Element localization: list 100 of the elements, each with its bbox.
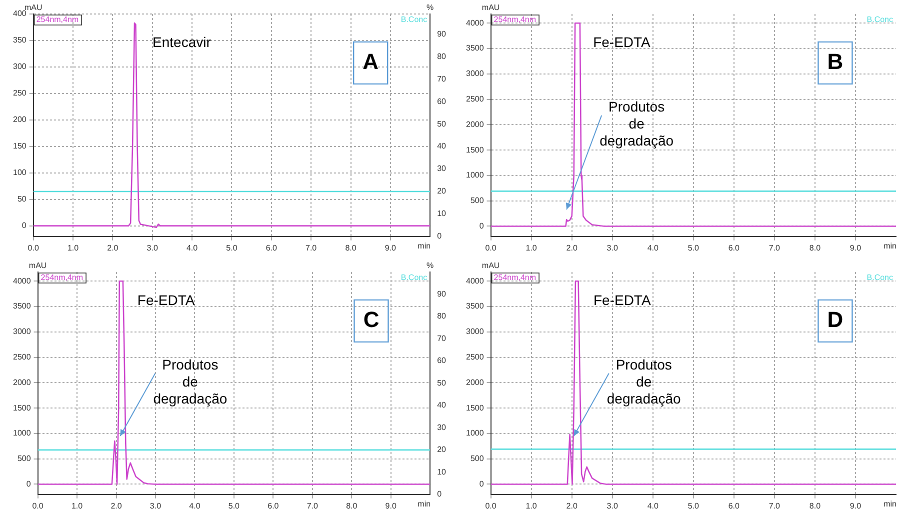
y-tick-label: 500 <box>470 196 484 206</box>
text: 254nm,4nm <box>36 15 79 24</box>
y-tick-label: 2000 <box>466 378 484 387</box>
y2-tick-label: 30 <box>437 164 447 174</box>
x-tick-label: 3.0 <box>606 243 618 252</box>
y2-tick-label: 0 <box>437 490 442 499</box>
x-axis-title: min <box>418 242 431 251</box>
x-tick-label: 4.0 <box>647 243 659 252</box>
x-tick-label: 6.0 <box>728 501 740 510</box>
x-tick-label: 1.0 <box>526 501 538 510</box>
x-tick-label: 8.0 <box>345 243 357 252</box>
y2-tick-label: 50 <box>437 119 447 128</box>
y-tick-label: 2500 <box>13 352 32 362</box>
x-tick-label: 3.0 <box>606 501 618 510</box>
y2-tick-label: 80 <box>437 312 447 321</box>
text: 254nm,4nm <box>494 273 536 282</box>
y-tick-label: 50 <box>17 194 27 204</box>
y-tick-label: 0 <box>479 479 484 488</box>
y-tick-label: 400 <box>12 9 27 18</box>
x-tick-label: 0.0 <box>485 501 497 510</box>
y-tick-label: 1500 <box>466 403 484 412</box>
text: B.Conc <box>400 15 428 24</box>
y-tick-label: 4000 <box>466 18 484 28</box>
x-tick-label: 2.0 <box>110 501 122 510</box>
x-tick-label: 2.0 <box>107 243 119 252</box>
y-tick-label: 1000 <box>466 170 484 180</box>
x-tick-label: 5.0 <box>688 501 700 510</box>
x-tick-label: 7.0 <box>768 501 781 510</box>
y-tick-label: 200 <box>12 115 27 124</box>
y-tick-label: 3500 <box>466 302 484 311</box>
x-tick-label: 9.0 <box>850 501 862 510</box>
y-tick-label: 3500 <box>13 302 32 311</box>
y-tick-label: 2500 <box>466 352 484 362</box>
y2-tick-label: 10 <box>437 467 447 476</box>
text: B.Conc <box>400 273 428 282</box>
annotation: Produtos de degradação <box>606 356 682 406</box>
annotation: Entecavir <box>152 34 212 50</box>
y-tick-label: 500 <box>17 454 32 464</box>
y-axis-title: mAU <box>28 261 47 270</box>
y-axis-title: mAU <box>482 261 500 270</box>
text: C <box>363 306 380 332</box>
y-tick-label: 4000 <box>13 276 32 286</box>
y-tick-label: 1500 <box>466 145 484 154</box>
y2-tick-label: 80 <box>437 52 447 61</box>
y-tick-label: 500 <box>470 454 484 464</box>
y2-axis-title: % <box>426 261 434 270</box>
y2-tick-label: 70 <box>437 74 447 84</box>
y-tick-label: 1500 <box>13 403 32 412</box>
text: A <box>362 48 379 74</box>
x-tick-label: 2.0 <box>566 501 578 510</box>
x-tick-label: 5.0 <box>228 501 240 510</box>
y-tick-label: 4000 <box>466 276 484 286</box>
x-tick-label: 7.0 <box>306 243 318 252</box>
y-tick-label: 1000 <box>466 428 484 438</box>
x-tick-label: 6.0 <box>266 243 278 252</box>
text: 254nm,4nm <box>494 15 536 24</box>
x-tick-label: 4.0 <box>189 501 201 510</box>
annotation: Fe-EDTA <box>137 292 196 308</box>
x-tick-label: 1.0 <box>71 501 84 510</box>
y2-tick-label: 70 <box>437 334 447 343</box>
x-tick-label: 7.0 <box>768 243 781 252</box>
x-tick-label: 5.0 <box>226 243 238 252</box>
x-tick-label: 5.0 <box>688 243 700 252</box>
y2-tick-label: 50 <box>437 378 447 388</box>
text: D <box>827 306 844 332</box>
x-axis-title: min <box>884 500 896 509</box>
y2-tick-label: 60 <box>437 96 447 106</box>
y2-tick-label: 40 <box>437 142 447 151</box>
y-axis-title: mAU <box>482 3 500 12</box>
x-tick-label: 8.0 <box>809 501 822 510</box>
y-tick-label: 3000 <box>466 69 484 78</box>
y2-tick-label: 60 <box>437 356 447 366</box>
y-tick-label: 2000 <box>13 378 32 387</box>
x-tick-label: 9.0 <box>384 243 397 252</box>
x-axis-title: min <box>884 242 896 251</box>
x-tick-label: 4.0 <box>186 243 198 252</box>
annotation: Produtos de degradação <box>600 98 674 148</box>
y-tick-label: 3000 <box>13 327 32 336</box>
x-tick-label: 6.0 <box>728 243 740 252</box>
x-tick-label: 4.0 <box>647 501 659 510</box>
y2-tick-label: 20 <box>437 186 447 196</box>
x-axis-title: min <box>418 500 431 509</box>
y-tick-label: 0 <box>479 221 484 230</box>
y-tick-label: 250 <box>12 88 27 98</box>
y-tick-label: 350 <box>12 36 27 45</box>
text: B <box>827 48 844 74</box>
y2-tick-label: 90 <box>437 289 447 298</box>
x-tick-label: 3.0 <box>146 243 158 252</box>
y-tick-label: 0 <box>26 479 32 488</box>
y-tick-label: 3500 <box>466 44 484 53</box>
y-tick-label: 300 <box>12 62 27 72</box>
x-tick-label: 6.0 <box>268 501 280 510</box>
y2-tick-label: 30 <box>437 422 447 432</box>
y-tick-label: 0 <box>22 221 27 230</box>
y-tick-label: 3000 <box>466 327 484 336</box>
y-axis-title: mAU <box>24 3 42 12</box>
text: B.Conc <box>866 15 893 24</box>
annotation: Fe-EDTA <box>593 34 652 50</box>
y2-tick-label: 40 <box>437 400 447 410</box>
x-tick-label: 8.0 <box>346 501 358 510</box>
